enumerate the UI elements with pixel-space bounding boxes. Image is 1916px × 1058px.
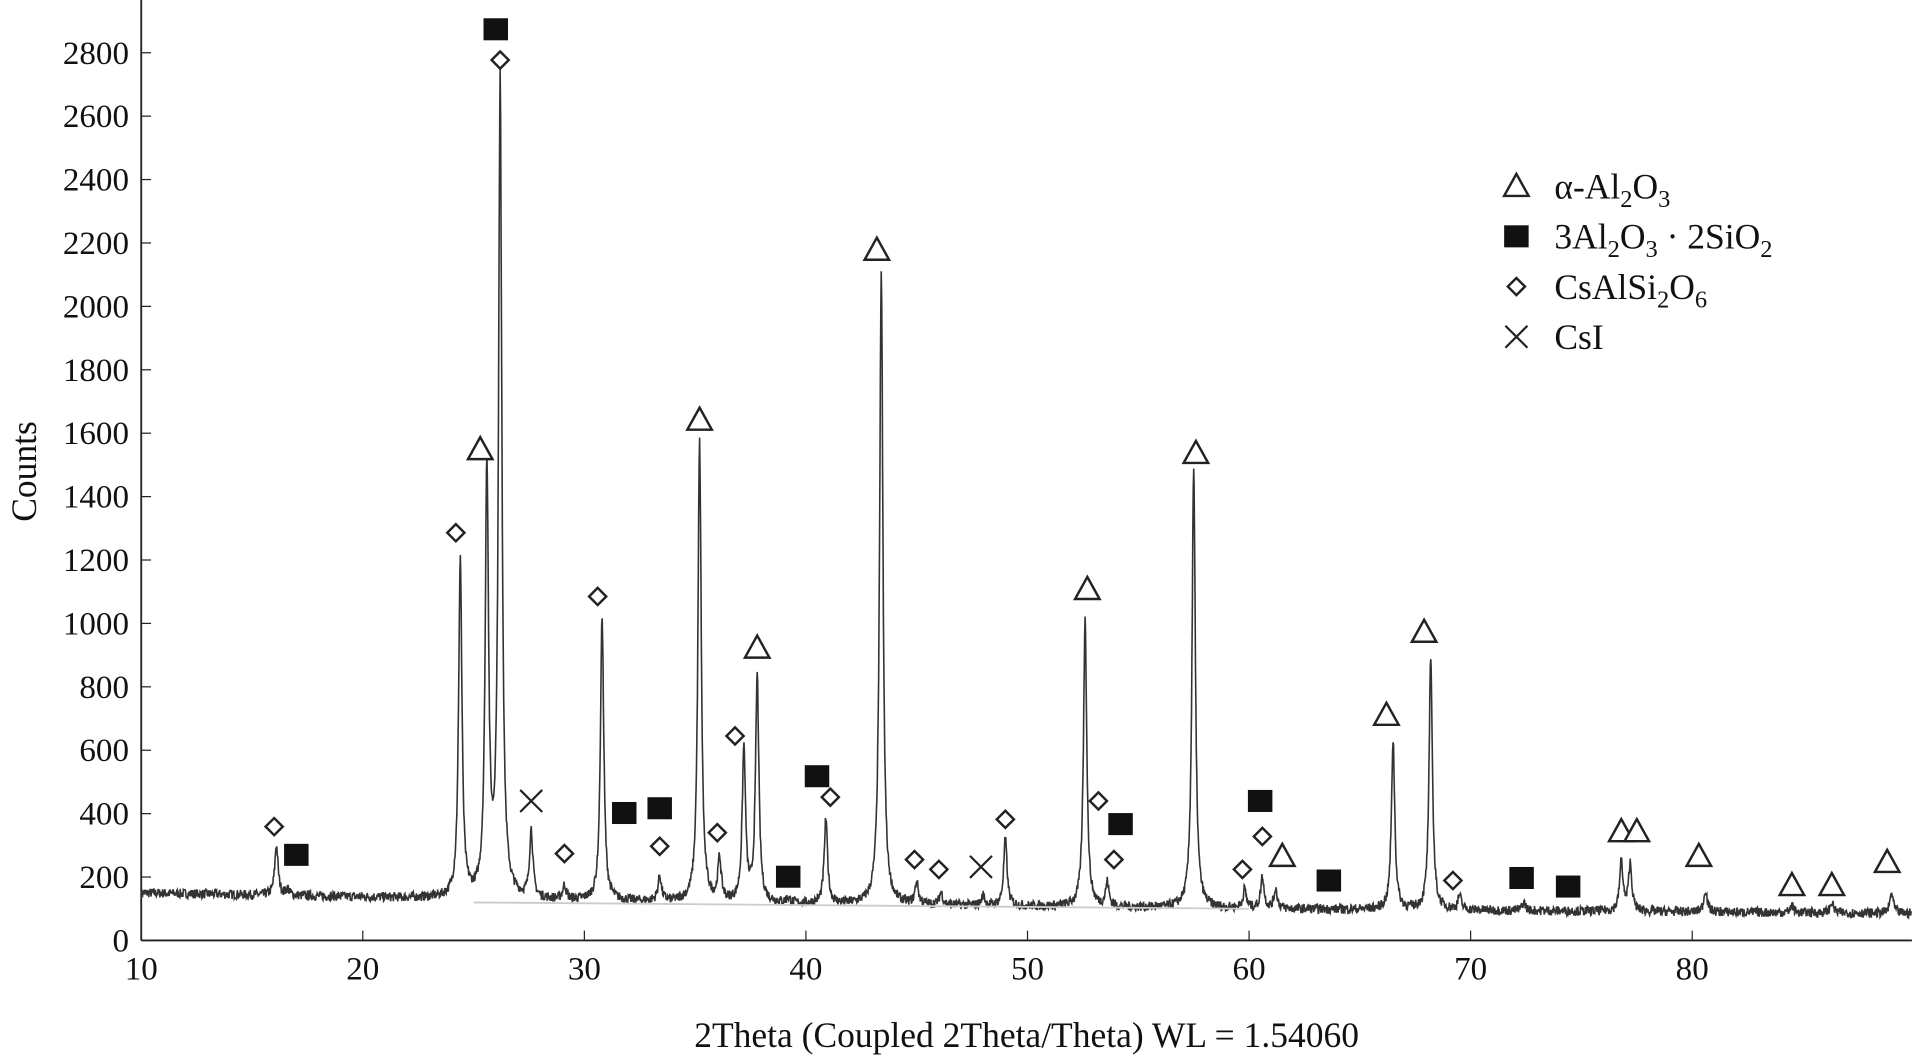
diamond-marker	[707, 822, 728, 843]
pattern-trace	[140, 69, 1913, 920]
diamond-marker	[724, 725, 746, 747]
legend-label: α-Al2​O3​	[1554, 166, 1670, 213]
phase-markers	[263, 18, 1902, 898]
background-line	[473, 901, 1250, 910]
diamond-marker	[554, 843, 575, 864]
triangle-marker	[1267, 841, 1297, 868]
triangle-marker	[1181, 438, 1211, 465]
triangle-marker	[1817, 870, 1847, 897]
square-marker	[1509, 866, 1534, 890]
triangle-marker	[1777, 870, 1807, 897]
square-marker	[1555, 875, 1581, 898]
x-tick-label: 40	[789, 952, 822, 988]
x-axis-label: 2Theta (Coupled 2Theta/Theta) WL = 1.540…	[694, 1015, 1359, 1055]
y-tick-label: 2400	[63, 163, 129, 199]
y-tick-label: 1000	[63, 606, 129, 642]
diamond-marker	[1088, 790, 1109, 812]
diamond-marker	[904, 849, 925, 870]
square-marker	[483, 18, 508, 41]
square-marker	[1247, 789, 1273, 812]
axes: 0 200 400 600 800 1000 1200 1400 1600 1800 2000 220…	[63, 0, 1912, 988]
diamond-marker	[1442, 870, 1464, 891]
legend-label: CsI	[1554, 317, 1603, 357]
diamond-marker	[587, 586, 608, 607]
triangle-marker	[1684, 841, 1714, 868]
diamond-marker	[489, 49, 511, 71]
square-marker	[1108, 813, 1133, 836]
diamond-marker	[1252, 826, 1273, 847]
diamond-marker	[649, 835, 671, 857]
cross-marker	[969, 855, 993, 879]
triangle-marker	[1073, 574, 1102, 601]
diamond-marker	[445, 522, 467, 544]
legend-triangle-icon	[1502, 171, 1531, 198]
legend-diamond-icon	[1506, 276, 1527, 297]
x-tick-label: 80	[1676, 952, 1709, 988]
y-tick-label: 1800	[63, 353, 129, 389]
square-marker	[647, 797, 672, 820]
triangle-marker	[685, 405, 714, 431]
x-tick-label: 30	[568, 952, 601, 988]
diamond-marker	[1103, 849, 1125, 870]
square-marker	[775, 865, 801, 888]
y-tick-label: 2200	[63, 226, 129, 262]
triangle-marker	[1872, 847, 1902, 874]
diamond-marker	[1232, 859, 1253, 880]
y-tick-label: 2600	[63, 99, 129, 135]
diamond-marker	[820, 786, 841, 808]
square-marker	[612, 801, 637, 825]
x-tick-label: 50	[1011, 952, 1044, 988]
y-tick-label: 1400	[63, 480, 129, 516]
y-tick-label: 2800	[63, 36, 129, 72]
triangle-marker	[1372, 700, 1401, 727]
y-tick-label: 0	[112, 923, 129, 959]
triangle-marker	[1409, 617, 1439, 643]
y-tick-label: 200	[79, 860, 129, 896]
x-tick-label: 20	[346, 952, 379, 988]
y-tick-label: 600	[79, 733, 129, 769]
y-tick-label: 800	[79, 670, 129, 706]
diamond-marker	[995, 809, 1016, 830]
cross-marker	[519, 789, 543, 813]
x-tick-label: 10	[125, 952, 158, 988]
legend-label: 3Al2​O3​ · 2SiO2​	[1554, 217, 1772, 264]
triangle-marker	[742, 633, 772, 659]
triangle-marker	[862, 235, 892, 261]
y-axis-label: Counts	[4, 421, 44, 522]
legend-square-icon	[1504, 225, 1529, 248]
x-tick-label: 70	[1454, 952, 1487, 988]
square-marker	[284, 843, 309, 866]
legend-cross-icon	[1504, 324, 1529, 349]
diamond-marker	[928, 859, 950, 880]
y-tick-label: 1600	[63, 416, 129, 452]
x-tick-label: 60	[1233, 952, 1266, 988]
legend-label: CsAlSi2​O6​	[1554, 267, 1707, 314]
y-tick-label: 1200	[63, 543, 129, 579]
square-marker	[1316, 869, 1342, 892]
y-tick-label: 2000	[63, 289, 129, 325]
square-marker	[804, 765, 830, 788]
triangle-marker	[465, 434, 495, 461]
diffraction-line	[140, 69, 1913, 920]
y-tick-label: 400	[79, 797, 129, 833]
legend: α-Al2​O3​3Al2​O3​ · 2SiO2​CsAlSi2​O6​CsI	[1502, 166, 1773, 357]
triangle-marker	[1622, 816, 1652, 843]
diamond-marker	[263, 816, 285, 837]
